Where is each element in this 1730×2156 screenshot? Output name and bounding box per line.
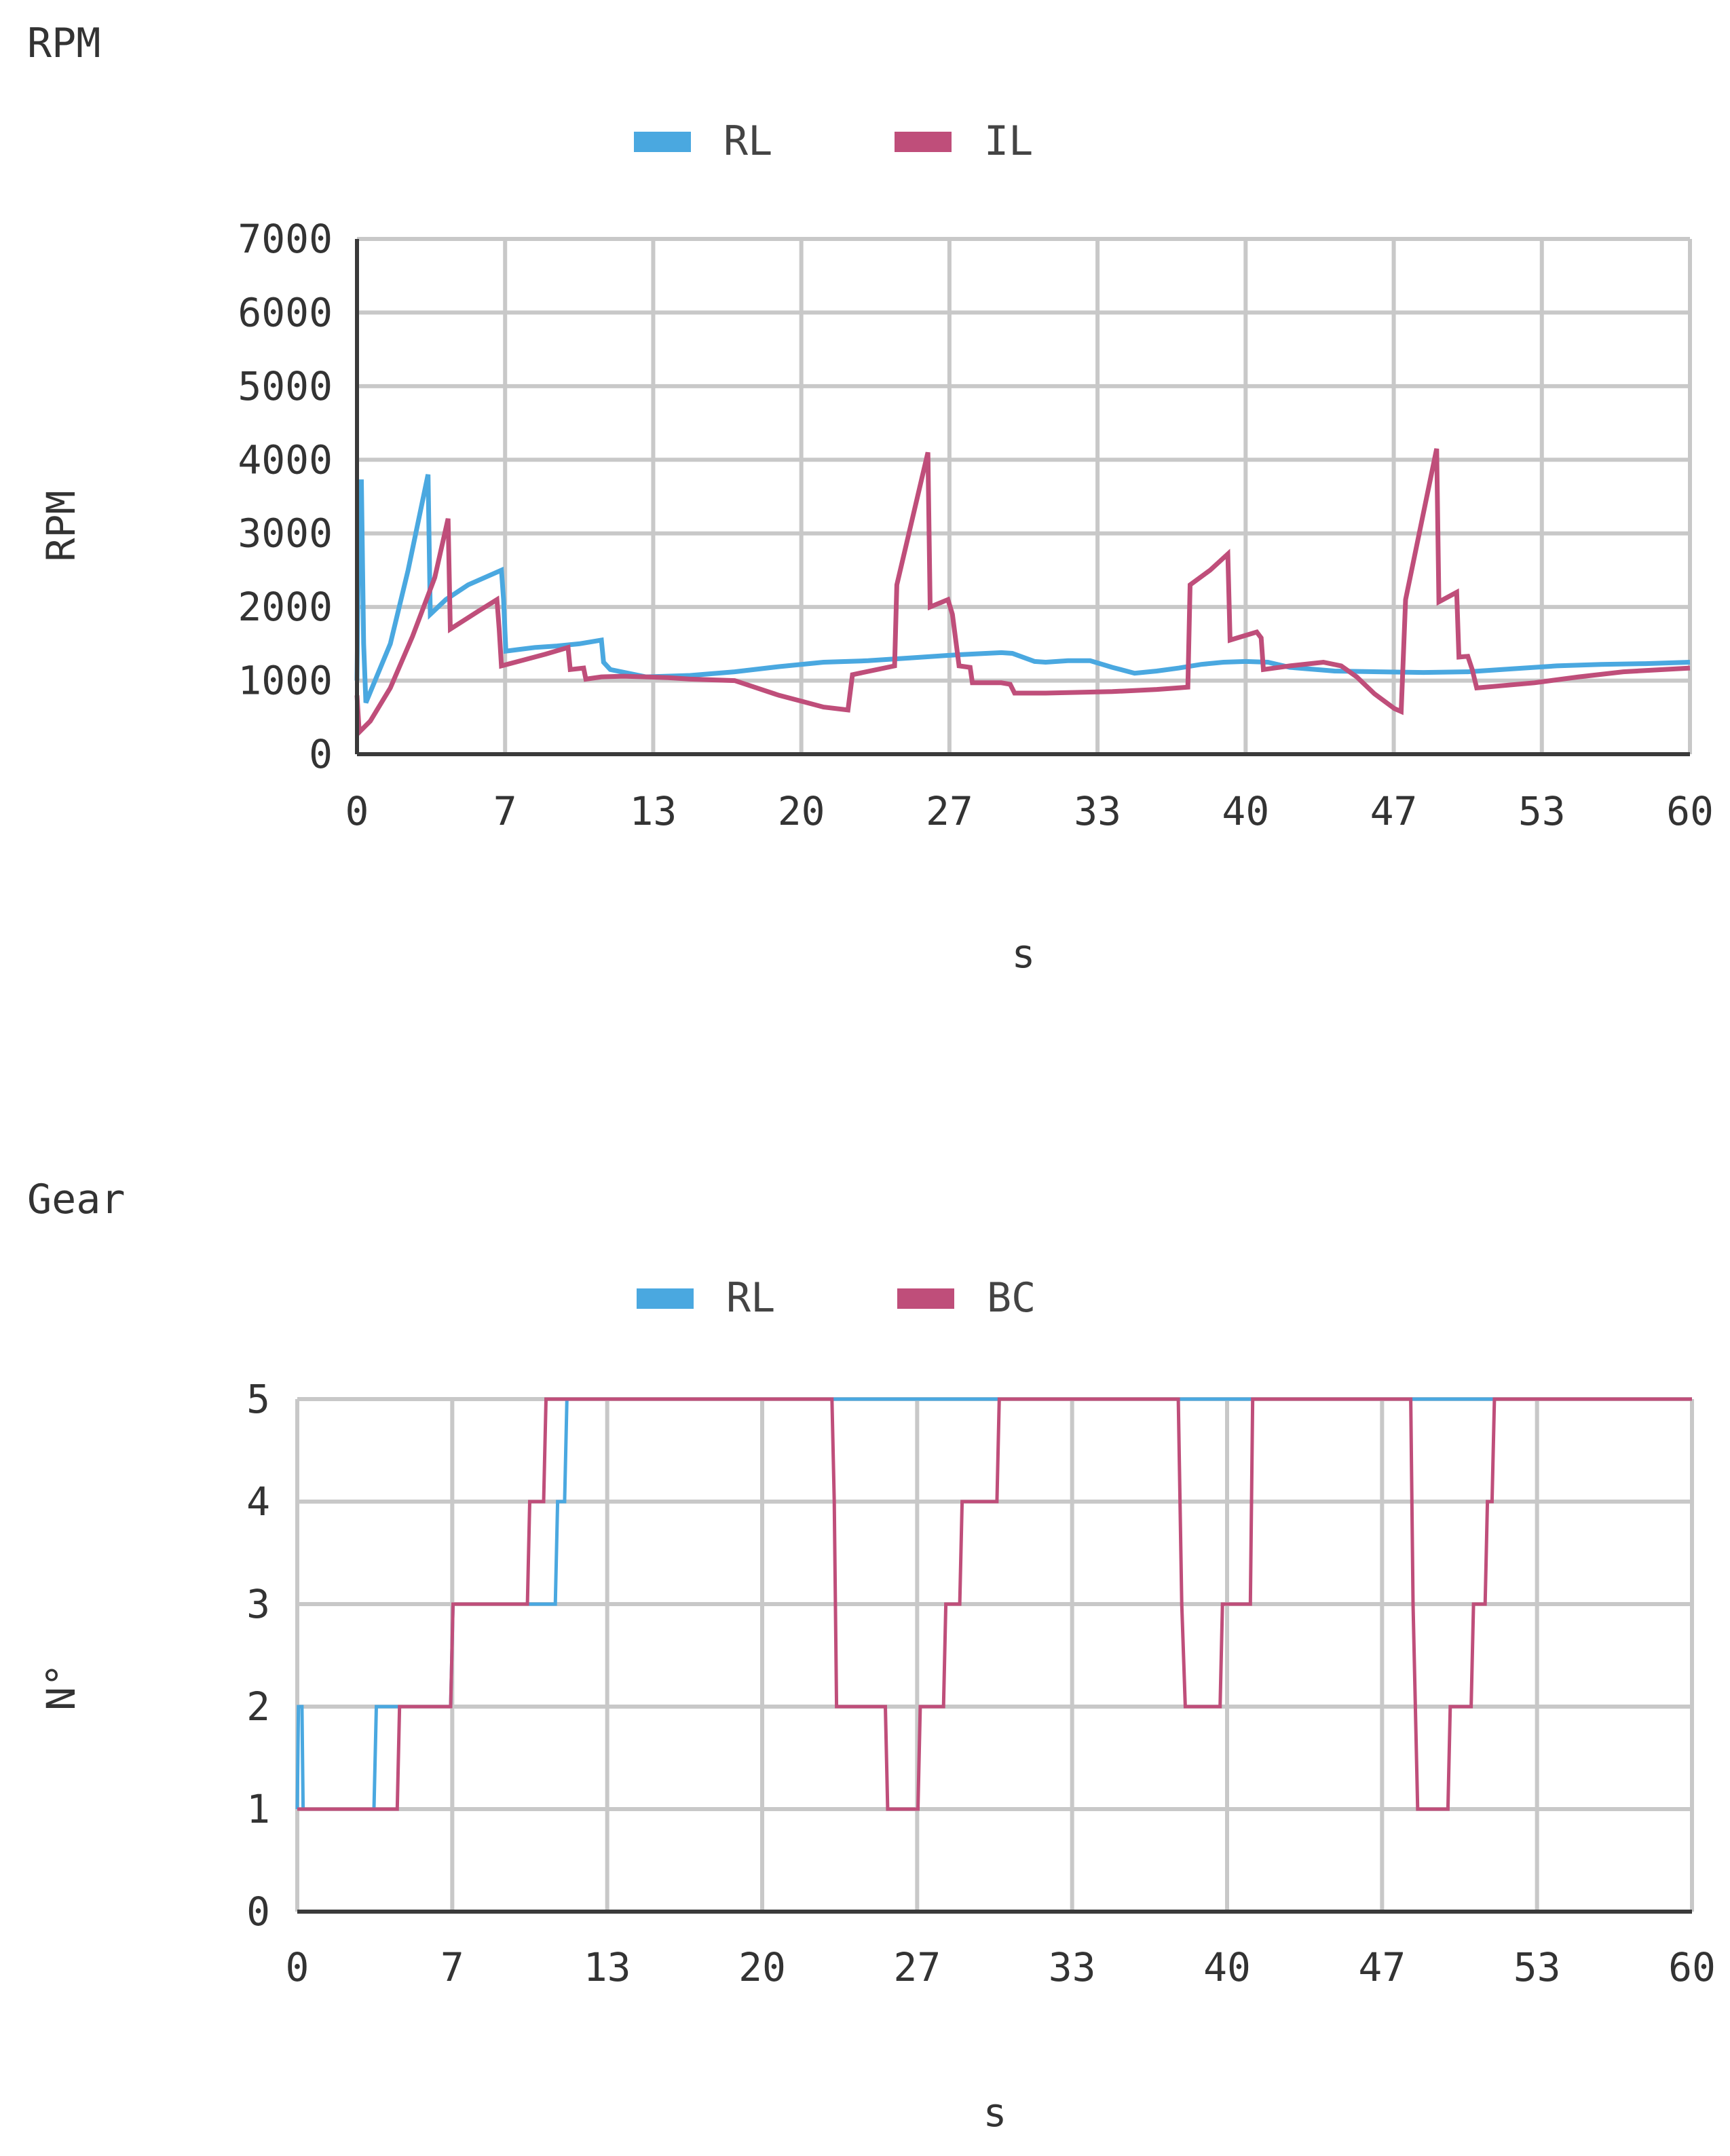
rpm-x-tick-label: 27 xyxy=(926,788,973,834)
rpm-series-line-il xyxy=(354,448,1691,738)
rpm-x-tick-label: 13 xyxy=(630,788,677,834)
gear-x-axis-label: s xyxy=(983,2089,1007,2136)
rpm-legend-swatch-rl xyxy=(634,132,691,152)
rpm-y-tick-labels: 0 1000 2000 3000 4000 5000 6000 7000 xyxy=(238,216,333,777)
rpm-legend: RL IL xyxy=(634,117,1033,165)
gear-y-tick-label: 2 xyxy=(246,1684,270,1730)
gear-series-line-bc xyxy=(297,1397,1692,1811)
rpm-series-line-rl xyxy=(354,474,1691,704)
rpm-y-tick-label: 6000 xyxy=(238,289,333,335)
rpm-y-tick-label: 5000 xyxy=(238,363,333,409)
gear-x-tick-label: 20 xyxy=(738,1944,786,1990)
rpm-y-tick-label: 2000 xyxy=(238,584,333,630)
gear-legend-label-bc: BC xyxy=(987,1274,1036,1322)
gear-y-tick-label: 0 xyxy=(246,1889,270,1935)
gear-x-tick-labels: 0 7 13 20 27 33 40 47 53 60 xyxy=(286,1944,1716,1990)
rpm-x-axis-label: s xyxy=(1012,931,1036,977)
gear-x-tick-label: 40 xyxy=(1203,1944,1251,1990)
gear-x-tick-label: 7 xyxy=(440,1944,464,1990)
rpm-grid xyxy=(357,237,1692,754)
gear-y-tick-labels: 0 1 2 3 4 5 xyxy=(246,1376,270,1935)
gear-series xyxy=(295,1397,1692,1811)
gear-y-tick-label: 3 xyxy=(246,1581,270,1627)
rpm-y-tick-label: 0 xyxy=(309,731,333,777)
gear-legend: RL BC xyxy=(637,1274,1036,1322)
gear-legend-swatch-bc xyxy=(897,1288,954,1309)
gear-grid xyxy=(295,1397,1694,1912)
rpm-legend-label-il: IL xyxy=(984,117,1033,165)
gear-x-tick-label: 53 xyxy=(1513,1944,1561,1990)
gear-y-tick-label: 1 xyxy=(246,1786,270,1832)
rpm-x-tick-label: 47 xyxy=(1370,788,1418,834)
rpm-y-tick-label: 4000 xyxy=(238,436,333,483)
rpm-x-tick-label: 7 xyxy=(493,788,517,834)
gear-x-tick-label: 60 xyxy=(1668,1944,1716,1990)
gear-x-tick-label: 0 xyxy=(286,1944,309,1990)
rpm-legend-swatch-il xyxy=(895,132,952,152)
rpm-x-tick-label: 0 xyxy=(345,788,369,834)
rpm-y-tick-label: 3000 xyxy=(238,510,333,557)
gear-y-tick-label: 4 xyxy=(246,1479,270,1525)
rpm-chart: RPM RL IL 0 7 13 20 27 33 40 47 53 60 0 1000 2000 30… xyxy=(27,20,1714,977)
gear-legend-label-rl: RL xyxy=(726,1274,775,1322)
gear-chart-title: Gear xyxy=(27,1176,126,1223)
gear-y-axis-label: N° xyxy=(38,1663,84,1711)
gear-x-tick-label: 47 xyxy=(1358,1944,1406,1990)
rpm-axes xyxy=(355,239,1690,756)
rpm-y-tick-label: 7000 xyxy=(238,216,333,262)
gear-x-tick-label: 13 xyxy=(584,1944,631,1990)
rpm-x-tick-label: 53 xyxy=(1518,788,1566,834)
rpm-x-tick-label: 60 xyxy=(1666,788,1714,834)
rpm-x-tick-labels: 0 7 13 20 27 33 40 47 53 60 xyxy=(345,788,1714,834)
gear-y-tick-label: 5 xyxy=(246,1376,270,1422)
rpm-x-tick-label: 33 xyxy=(1074,788,1121,834)
rpm-legend-label-rl: RL xyxy=(723,117,772,165)
gear-chart: Gear RL BC 0 7 13 20 27 33 40 47 53 60 0 1 2 3 4 5 s N… xyxy=(27,1176,1716,2136)
gear-x-tick-label: 27 xyxy=(893,1944,941,1990)
rpm-y-tick-label: 1000 xyxy=(238,658,333,704)
gear-x-tick-label: 33 xyxy=(1049,1944,1096,1990)
rpm-x-tick-label: 40 xyxy=(1222,788,1269,834)
rpm-x-tick-label: 20 xyxy=(778,788,825,834)
rpm-chart-title: RPM xyxy=(27,20,100,67)
rpm-series xyxy=(354,448,1691,738)
gear-legend-swatch-rl xyxy=(637,1288,694,1309)
rpm-y-axis-label: RPM xyxy=(38,491,84,562)
